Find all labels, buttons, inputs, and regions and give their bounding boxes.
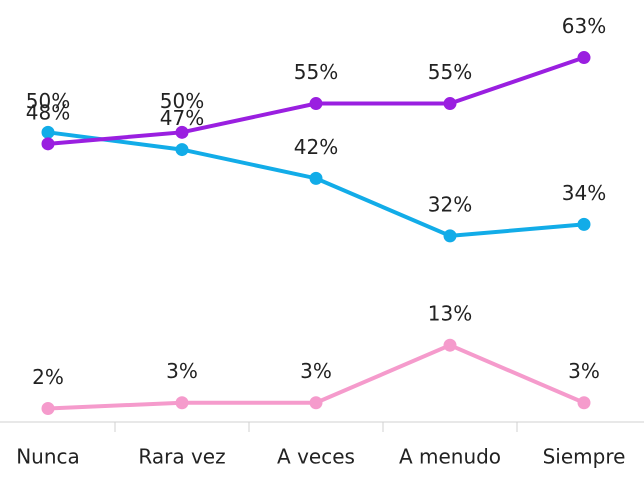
point: [41, 401, 55, 415]
value-label: 2%: [32, 365, 64, 389]
point: [309, 171, 323, 185]
x-tick-label: Nunca: [16, 445, 80, 469]
value-label: 42%: [294, 135, 338, 159]
point: [577, 396, 591, 410]
point: [443, 229, 457, 243]
point: [443, 338, 457, 352]
value-label: 55%: [428, 60, 472, 84]
x-tick-label: A veces: [277, 445, 355, 469]
value-label: 55%: [294, 60, 338, 84]
value-label: 34%: [562, 181, 606, 205]
point: [309, 97, 323, 111]
point: [309, 396, 323, 410]
x-tick-label: Rara vez: [138, 445, 225, 469]
point: [577, 217, 591, 231]
point: [577, 51, 591, 65]
point: [175, 396, 189, 410]
value-label: 3%: [568, 359, 600, 383]
value-label: 13%: [428, 302, 472, 326]
value-label: 63%: [562, 14, 606, 38]
value-label: 50%: [160, 89, 204, 113]
value-label: 3%: [166, 359, 198, 383]
point: [443, 97, 457, 111]
value-label: 32%: [428, 192, 472, 216]
value-label: 48%: [26, 100, 70, 124]
point: [175, 125, 189, 139]
value-label: 50%: [26, 89, 70, 113]
x-tick-label: A menudo: [399, 445, 501, 469]
point: [41, 125, 55, 139]
point: [41, 137, 55, 151]
x-tick-label: Siempre: [543, 445, 626, 469]
point: [175, 143, 189, 157]
value-label: 3%: [300, 359, 332, 383]
